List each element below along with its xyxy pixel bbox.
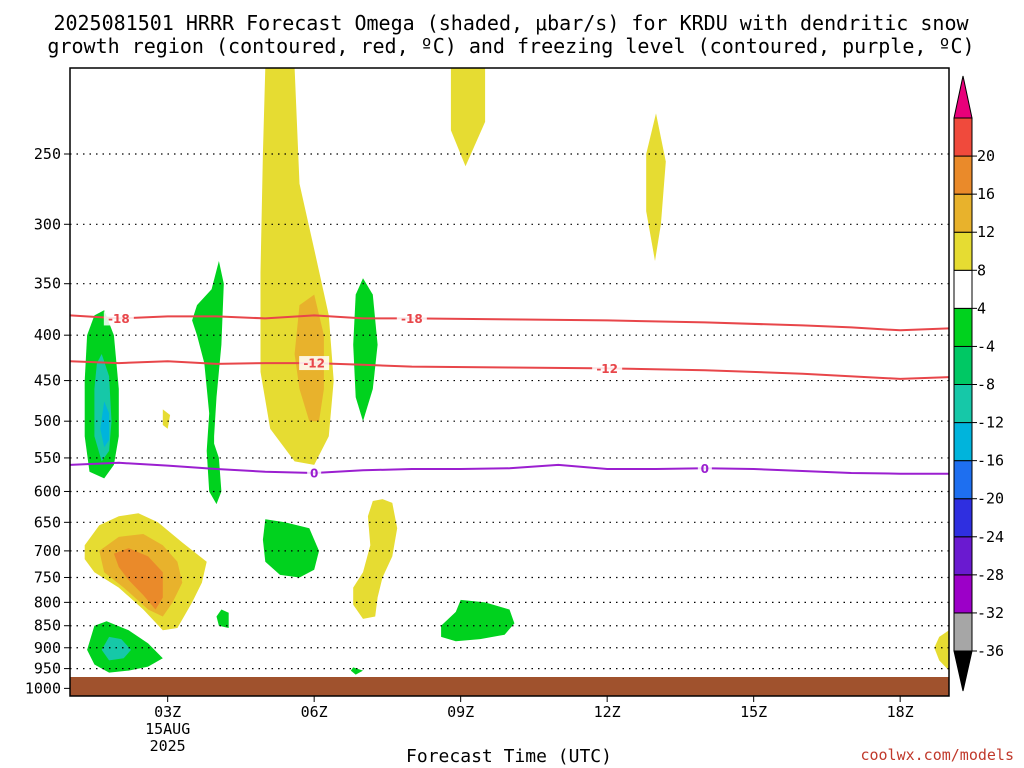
x-tick-label-12Z: 12Z (594, 703, 621, 721)
colorbar-label--12: -12 (977, 414, 1004, 432)
colorbar-label-16: 16 (977, 185, 995, 203)
omega-region-20 (100, 401, 110, 448)
colorbar-label--8: -8 (977, 376, 995, 394)
colorbar-label--16: -16 (977, 452, 1004, 470)
contour-label-bg (307, 466, 322, 481)
omega-region-17 (441, 599, 515, 642)
colorbar-bin-5 (953, 422, 973, 462)
contour-line-0 (70, 461, 949, 475)
contour-label-bg (697, 461, 712, 476)
contour-line--12 (70, 360, 949, 380)
x-tick-label-15Z: 15Z (740, 703, 767, 721)
pressure-axis: 250 300 350 400 450 500 550 600 650 700 750 800 850 9… (25, 145, 70, 697)
colorbar-label-20: 20 (977, 147, 995, 165)
y-tick-label-350: 350 (34, 275, 61, 293)
plot-area: -18 -18 -12 -12 0 0 (69, 67, 950, 697)
contour-label-bg (299, 356, 330, 371)
plot-background (70, 68, 949, 696)
x-tick-label-18Z: 18Z (887, 703, 914, 721)
colorbar-bin-2 (953, 536, 973, 576)
y-tick-label-750: 750 (34, 568, 61, 586)
colorbar-bin-7 (953, 345, 973, 385)
temperature-contours: -18 -18 -12 -12 0 0 (70, 311, 949, 481)
y-tick-label-650: 650 (34, 513, 61, 531)
y-tick-label-800: 800 (34, 593, 61, 611)
omega-region-14 (216, 609, 229, 628)
omega-region-5 (353, 499, 398, 619)
colorbar-bin-0 (953, 612, 973, 652)
omega-region-1 (450, 68, 486, 167)
y-tick-label-700: 700 (34, 542, 61, 560)
contour-label--18: -18 (108, 312, 130, 326)
omega-region-19 (101, 636, 131, 661)
y-tick-label-550: 550 (34, 449, 61, 467)
y-tick-label-500: 500 (34, 412, 61, 430)
chart-title-line1: 2025081501 HRRR Forecast Omega (shaded, … (53, 11, 969, 35)
colorbar-bin-4 (953, 460, 973, 500)
ground-surface (70, 677, 949, 696)
colorbar-over-arrow (953, 75, 973, 119)
y-tick-label-950: 950 (34, 660, 61, 678)
colorbar: -36 -32 -28 -24 -20 -16 -12 -8 -4 4 8 12 16 20 (953, 75, 1004, 692)
x-tick-date: 15AUG (145, 720, 190, 738)
x-tick-label-09Z: 09Z (447, 703, 474, 721)
omega-region-9 (113, 548, 163, 610)
omega-region-11 (192, 261, 224, 505)
contour-label--12: -12 (303, 357, 325, 371)
colorbar-bin-9 (953, 269, 973, 309)
colorbar-bin-3 (953, 498, 973, 538)
x-tick-label-03Z: 03Z (154, 703, 181, 721)
omega-region-2 (646, 113, 666, 262)
colorbar-bin-13 (953, 117, 973, 157)
colorbar-label-4: 4 (977, 299, 986, 317)
contour-label--12: -12 (596, 362, 618, 376)
omega-region-12 (262, 519, 319, 578)
x-tick-label-06Z: 06Z (301, 703, 328, 721)
contour-label--18: -18 (401, 312, 423, 326)
omega-region-4 (162, 409, 171, 429)
y-tick-label-850: 850 (34, 617, 61, 635)
contour-label-bg (103, 311, 134, 326)
y-tick-label-400: 400 (34, 326, 61, 344)
plot-frame (69, 67, 950, 697)
colorbar-bin-10 (953, 231, 973, 271)
y-tick-label-250: 250 (34, 145, 61, 163)
contour-label-bg (396, 311, 427, 326)
x-axis-label: Forecast Time (UTC) (406, 746, 612, 767)
colorbar-label-12: 12 (977, 223, 995, 241)
colorbar-label--36: -36 (977, 642, 1004, 660)
colorbar-label-8: 8 (977, 261, 986, 279)
colorbar-label--32: -32 (977, 604, 1004, 622)
contour-label-0: 0 (701, 462, 709, 476)
contour-label-bg (592, 361, 623, 376)
colorbar-bin-1 (953, 574, 973, 614)
omega-region-6 (934, 630, 949, 671)
x-tick-year: 2025 (150, 737, 186, 755)
colorbar-bin-6 (953, 384, 973, 424)
colorbar-bin-12 (953, 155, 973, 195)
colorbar-label--28: -28 (977, 566, 1004, 584)
omega-region-16 (350, 667, 363, 675)
y-tick-label-300: 300 (34, 215, 61, 233)
colorbar-label--4: -4 (977, 337, 995, 355)
chart-title-line2: growth region (contoured, red, ºC) and f… (47, 34, 974, 58)
colorbar-label--20: -20 (977, 490, 1004, 508)
y-tick-label-450: 450 (34, 372, 61, 390)
contour-label-0: 0 (310, 467, 318, 481)
colorbar-label--24: -24 (977, 528, 1004, 546)
credit-text: coolwx.com/models (860, 746, 1014, 764)
colorbar-bin-8 (953, 307, 973, 347)
y-tick-label-900: 900 (34, 639, 61, 657)
omega-region-13 (353, 278, 378, 422)
colorbar-bin-11 (953, 193, 973, 233)
y-tick-label-600: 600 (34, 482, 61, 500)
y-tick-label-1000: 1000 (25, 679, 61, 697)
colorbar-under-arrow (953, 650, 973, 692)
